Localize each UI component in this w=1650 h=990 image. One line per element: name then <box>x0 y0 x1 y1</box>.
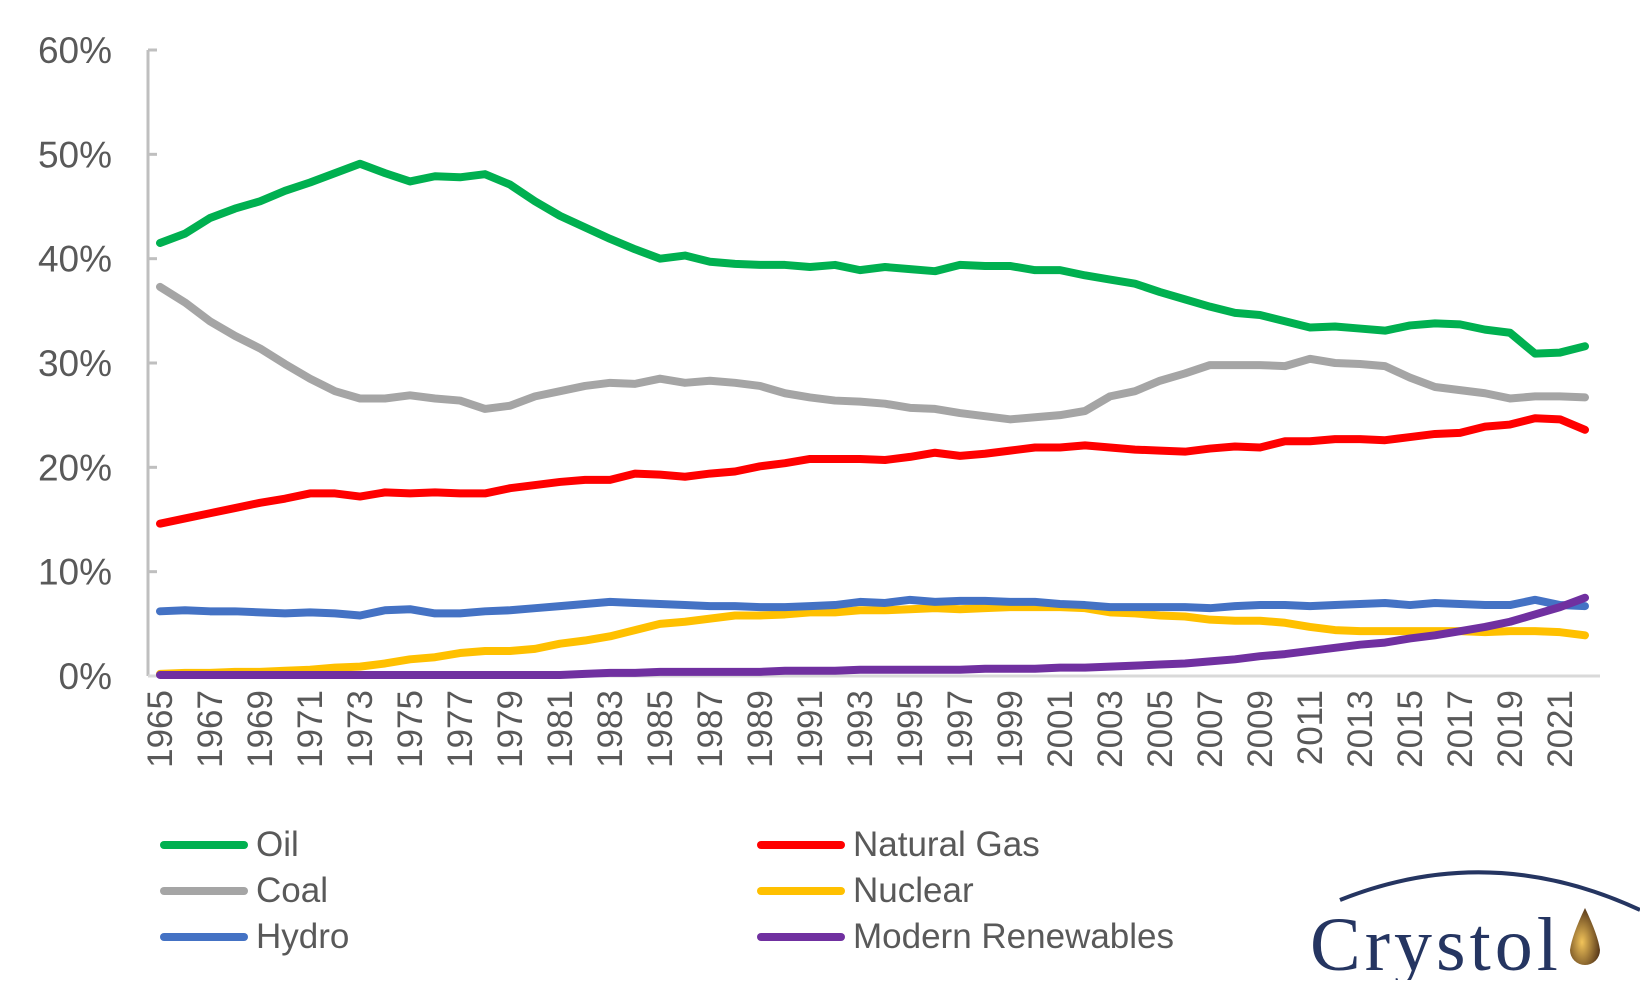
series-line-hydro <box>156 595 1589 620</box>
legend-item: Modern Renewables <box>757 917 1174 957</box>
series-line-coal <box>156 282 1589 424</box>
logo-arc <box>1339 870 1640 912</box>
x-tick-label: 2021 <box>1541 690 1580 768</box>
x-tick-label: 2013 <box>1341 690 1380 768</box>
series-line-nuclear <box>156 603 1589 678</box>
x-tick-label: 2005 <box>1141 690 1180 768</box>
legend-item: Nuclear <box>757 871 974 911</box>
logo-text: Crystol <box>1310 903 1562 980</box>
x-tick-label: 1983 <box>591 690 630 768</box>
y-tick-label: 60% <box>38 30 112 71</box>
x-tick-label: 1965 <box>141 690 180 768</box>
x-tick-label: 1975 <box>391 690 430 768</box>
x-tick-label: 2015 <box>1391 690 1430 768</box>
x-tick-label: 1969 <box>241 690 280 768</box>
y-tick-label: 50% <box>38 134 112 175</box>
x-tick-label: 2017 <box>1441 690 1480 768</box>
x-tick-label: 1981 <box>541 690 580 768</box>
crystol-logo: Crystol <box>1310 870 1640 980</box>
x-tick-label: 1985 <box>641 690 680 768</box>
x-tick-label: 1993 <box>841 690 880 768</box>
y-tick-label: 30% <box>38 343 112 384</box>
x-tick-label: 1995 <box>891 690 930 768</box>
y-tick-label: 10% <box>38 552 112 593</box>
x-tick-label: 1977 <box>441 690 480 768</box>
legend-label: Coal <box>256 871 328 910</box>
legend-label: Oil <box>256 825 299 864</box>
x-tick-label: 1999 <box>991 690 1030 768</box>
x-tick-label: 1997 <box>941 690 980 768</box>
legend-swatch <box>160 887 248 895</box>
legend-label: Nuclear <box>853 871 974 910</box>
plot-area <box>156 159 1589 679</box>
x-tick-label: 2011 <box>1291 690 1330 765</box>
oil-drop-icon <box>1570 908 1600 965</box>
legend-label: Hydro <box>256 917 350 956</box>
y-tick-label: 40% <box>38 239 112 280</box>
x-tick-label: 2007 <box>1191 690 1230 768</box>
y-axis: 0% 10% 20% 30% 40% 50% 60% <box>38 30 157 697</box>
legend-item: Hydro <box>160 917 349 957</box>
x-tick-label: 2003 <box>1091 690 1130 768</box>
legend-item: Coal <box>160 871 328 911</box>
x-tick-label: 2009 <box>1241 690 1280 768</box>
legend-swatch <box>757 933 845 941</box>
x-tick-label: 1971 <box>291 690 330 768</box>
series-line-natural-gas <box>156 414 1589 528</box>
legend-swatch <box>757 887 845 895</box>
y-tick-label: 0% <box>59 656 112 697</box>
legend-swatch <box>757 841 845 849</box>
series-line-oil <box>156 159 1589 358</box>
x-tick-label: 1991 <box>791 690 830 768</box>
legend-label: Modern Renewables <box>853 917 1175 956</box>
x-tick-label: 1989 <box>741 690 780 768</box>
legend-item: Natural Gas <box>757 825 1040 865</box>
x-tick-label: 2001 <box>1041 690 1080 768</box>
legend-swatch <box>160 841 248 849</box>
x-tick-label: 1979 <box>491 690 530 768</box>
y-tick-label: 20% <box>38 447 112 488</box>
x-axis: 1965 1967 1969 1971 1973 1975 1977 1979 1981 1983… <box>141 674 1600 768</box>
x-tick-label: 2019 <box>1491 690 1530 768</box>
x-tick-label: 1967 <box>191 690 230 768</box>
x-tick-label: 1987 <box>691 690 730 768</box>
x-tick-label: 1973 <box>341 690 380 768</box>
legend-swatch <box>160 933 248 941</box>
series-line-modern-renewables <box>156 593 1589 679</box>
legend-label: Natural Gas <box>853 825 1040 864</box>
legend-item: Oil <box>160 825 299 865</box>
